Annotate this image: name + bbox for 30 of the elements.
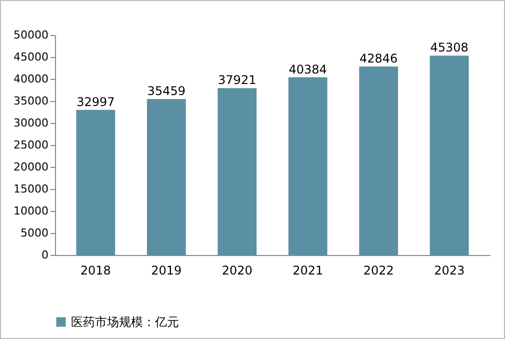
y-tick-label: 10000 bbox=[14, 204, 48, 218]
legend-label: 医药市场规模：亿元 bbox=[71, 315, 179, 329]
x-tick-label: 2021 bbox=[292, 264, 324, 278]
y-tick-label: 20000 bbox=[14, 160, 48, 174]
y-tick-label: 0 bbox=[42, 248, 48, 262]
x-tick-label: 2018 bbox=[80, 264, 111, 278]
y-tick-label: 30000 bbox=[14, 116, 48, 130]
x-tick-label: 2023 bbox=[434, 264, 465, 278]
bar bbox=[288, 77, 328, 255]
bar bbox=[76, 110, 116, 255]
bar bbox=[146, 98, 186, 255]
bar bbox=[218, 88, 257, 255]
bar bbox=[359, 66, 398, 255]
data-label: 32997 bbox=[76, 94, 115, 109]
y-tick-label: 15000 bbox=[14, 182, 48, 196]
y-tick-label: 5000 bbox=[20, 226, 48, 240]
bar bbox=[430, 56, 469, 255]
x-tick-label: 2020 bbox=[222, 264, 252, 278]
data-label: 45308 bbox=[430, 40, 468, 55]
y-tick-label: 50000 bbox=[14, 28, 48, 42]
data-label: 42846 bbox=[360, 51, 398, 66]
x-tick-label: 2019 bbox=[151, 264, 182, 278]
data-label: 40384 bbox=[288, 62, 327, 76]
data-label: 35459 bbox=[147, 84, 186, 98]
data-label: 37921 bbox=[218, 73, 256, 88]
y-tick-label: 40000 bbox=[14, 72, 48, 86]
y-tick-label: 45000 bbox=[14, 50, 48, 64]
y-tick-label: 25000 bbox=[14, 138, 48, 152]
y-tick-label: 35000 bbox=[14, 94, 48, 108]
x-tick-label: 2022 bbox=[363, 264, 394, 278]
